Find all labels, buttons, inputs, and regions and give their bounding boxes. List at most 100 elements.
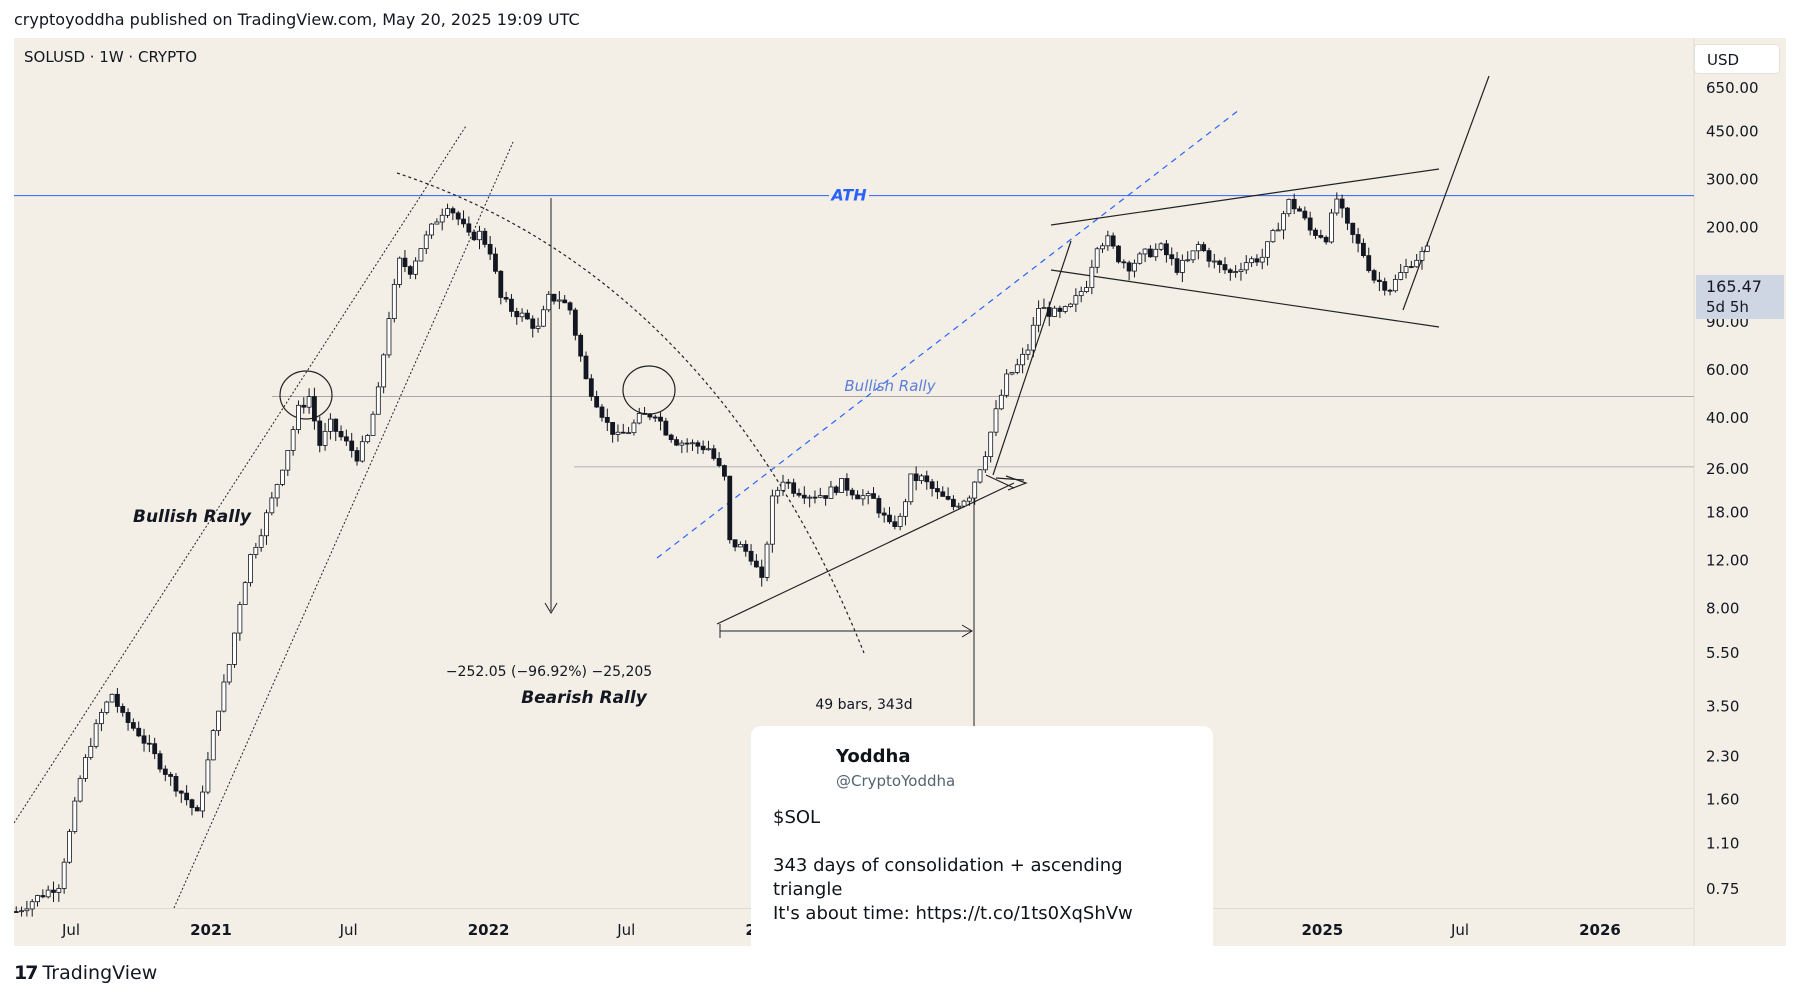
candle[interactable] xyxy=(988,431,994,463)
bullish-dashed-trend[interactable] xyxy=(656,109,1240,559)
wedge-upper-line[interactable] xyxy=(1050,168,1440,226)
candle[interactable] xyxy=(450,206,456,221)
candle[interactable] xyxy=(1222,257,1228,274)
candle[interactable] xyxy=(391,278,397,323)
candle[interactable] xyxy=(301,397,307,414)
candle[interactable] xyxy=(604,408,610,431)
candle[interactable] xyxy=(1206,247,1212,268)
candle[interactable] xyxy=(1313,227,1318,240)
candle[interactable] xyxy=(471,230,477,241)
candle[interactable] xyxy=(264,509,269,545)
candle[interactable] xyxy=(1137,251,1143,265)
candle[interactable] xyxy=(599,404,605,422)
candle[interactable] xyxy=(871,487,876,499)
candle[interactable] xyxy=(1195,241,1201,260)
candle[interactable] xyxy=(14,906,19,913)
candle[interactable] xyxy=(338,425,344,441)
candle[interactable] xyxy=(1339,194,1345,218)
candle[interactable] xyxy=(146,734,152,753)
candle[interactable] xyxy=(929,478,935,497)
currency-button[interactable]: USD xyxy=(1694,44,1780,74)
candle[interactable] xyxy=(455,210,461,226)
candle[interactable] xyxy=(780,474,786,496)
candle[interactable] xyxy=(232,632,237,668)
candle[interactable] xyxy=(365,433,371,444)
candle[interactable] xyxy=(194,805,200,812)
candle[interactable] xyxy=(972,481,978,505)
candle[interactable] xyxy=(1329,208,1334,244)
candle[interactable] xyxy=(375,382,381,415)
candle[interactable] xyxy=(1073,288,1079,312)
candle[interactable] xyxy=(61,858,67,894)
candle[interactable] xyxy=(386,311,392,358)
candle[interactable] xyxy=(679,440,685,454)
candle[interactable] xyxy=(530,315,536,338)
candle[interactable] xyxy=(844,473,850,497)
candle[interactable] xyxy=(343,429,349,446)
candle[interactable] xyxy=(514,307,520,325)
candle[interactable] xyxy=(631,419,637,436)
candle[interactable] xyxy=(1286,198,1292,217)
candle[interactable] xyxy=(327,413,333,440)
candle[interactable] xyxy=(503,291,509,303)
candle[interactable] xyxy=(903,498,908,526)
candle[interactable] xyxy=(1233,265,1239,278)
footer-brand[interactable]: 17 TradingView xyxy=(14,962,157,984)
candle[interactable] xyxy=(1291,193,1297,215)
candle[interactable] xyxy=(583,351,589,380)
candle[interactable] xyxy=(993,400,999,437)
candle[interactable] xyxy=(359,435,365,463)
candle[interactable] xyxy=(620,423,626,434)
candle[interactable] xyxy=(1089,259,1095,295)
candle[interactable] xyxy=(51,881,56,903)
candle[interactable] xyxy=(1116,245,1121,264)
candle[interactable] xyxy=(210,729,216,761)
candle[interactable] xyxy=(418,248,424,262)
candle[interactable] xyxy=(1376,271,1382,292)
candle[interactable] xyxy=(104,700,110,715)
candle[interactable] xyxy=(1041,298,1047,309)
candle[interactable] xyxy=(1078,286,1084,303)
candle[interactable] xyxy=(162,765,168,782)
candle[interactable] xyxy=(1361,238,1366,258)
candle[interactable] xyxy=(1030,316,1036,358)
candle[interactable] xyxy=(1126,260,1132,281)
candle[interactable] xyxy=(312,387,317,430)
candle[interactable] xyxy=(1419,246,1425,270)
candle[interactable] xyxy=(626,426,631,435)
candle[interactable] xyxy=(1148,245,1153,258)
candle[interactable] xyxy=(759,559,765,587)
candle[interactable] xyxy=(1211,253,1217,269)
candle[interactable] xyxy=(945,487,951,501)
candle[interactable] xyxy=(152,737,158,760)
candle[interactable] xyxy=(855,490,860,500)
circle-marker-left[interactable] xyxy=(279,370,333,420)
candle[interactable] xyxy=(40,889,46,899)
candle[interactable] xyxy=(83,754,88,782)
candle[interactable] xyxy=(695,440,701,454)
candle[interactable] xyxy=(881,507,887,523)
candle[interactable] xyxy=(1345,206,1350,231)
candle[interactable] xyxy=(1020,347,1026,374)
candle[interactable] xyxy=(1414,253,1420,268)
candle[interactable] xyxy=(775,486,781,504)
candle[interactable] xyxy=(72,796,78,834)
candle[interactable] xyxy=(1100,242,1105,253)
candle[interactable] xyxy=(1281,210,1286,240)
candle[interactable] xyxy=(189,798,195,816)
candle[interactable] xyxy=(1142,248,1148,263)
candle[interactable] xyxy=(296,400,301,434)
candle[interactable] xyxy=(248,553,253,587)
candle[interactable] xyxy=(1302,206,1308,221)
candle[interactable] xyxy=(982,451,988,473)
candle[interactable] xyxy=(109,693,115,703)
candle[interactable] xyxy=(1254,254,1260,267)
candle[interactable] xyxy=(173,773,179,797)
candle[interactable] xyxy=(439,208,445,231)
candle[interactable] xyxy=(168,771,174,786)
chart-frame[interactable]: 0.75 1.10 1.60 2.30 3.50 5.50 8.00 12.00 18.00 26… xyxy=(14,38,1786,946)
candle[interactable] xyxy=(887,506,892,524)
candle[interactable] xyxy=(461,210,466,228)
symbol-label[interactable]: SOLUSD · 1W · CRYPTO xyxy=(24,48,198,66)
candle[interactable] xyxy=(1275,222,1281,232)
